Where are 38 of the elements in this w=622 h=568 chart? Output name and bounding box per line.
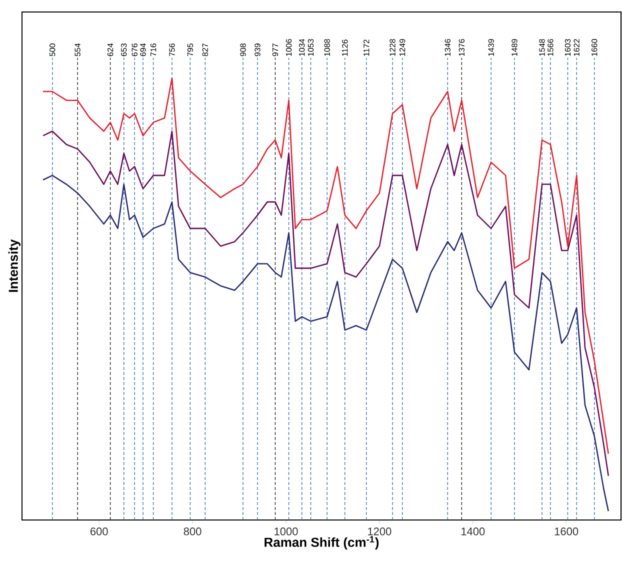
ref-line-label: 1249	[400, 39, 406, 56]
ref-line-label: 1439	[488, 39, 494, 56]
ref-line-label: 1566	[548, 39, 554, 56]
ref-line-label: 1172	[364, 40, 370, 56]
x-tick-label: 600	[90, 528, 108, 536]
ref-line-label: 1006	[286, 39, 292, 56]
ref-line-label: 1660	[592, 39, 598, 56]
ref-line-label: 908	[240, 44, 246, 56]
ref-line-label: 977	[272, 44, 278, 56]
x-tick-label: 1400	[461, 528, 485, 536]
ref-line-label: 1376	[458, 39, 465, 56]
ref-line-label: 554	[74, 43, 80, 56]
ref-line-label: 1489	[512, 39, 518, 56]
ref-line-label: 1053	[308, 39, 314, 56]
y-axis-title: Intensity	[8, 239, 20, 292]
ref-line-label: 694	[140, 43, 146, 56]
ref-line-label: 1346	[444, 39, 450, 56]
ref-line-label: 716	[150, 44, 156, 56]
ref-line-label: 676	[132, 44, 138, 56]
x-tick-label: 1600	[554, 528, 578, 536]
ref-line-label: 1603	[564, 39, 571, 56]
ref-line-label: 1548	[539, 39, 545, 56]
ref-line-label: 624	[107, 43, 114, 56]
x-axis-title: Raman Shift (cm$^{-1}$)	[264, 536, 379, 550]
ref-line-label: 1126	[342, 40, 348, 56]
x-tick-label: 800	[184, 528, 202, 536]
x-tick-label: 1200	[368, 528, 392, 536]
ref-line-label: 827	[202, 44, 208, 56]
ref-line-label: 939	[254, 44, 260, 56]
x-tick-label: 1000	[274, 528, 298, 536]
ref-line-label: 500	[50, 43, 56, 56]
ref-line-label: 1228	[390, 39, 396, 56]
ref-line-label: 795	[187, 44, 194, 56]
ref-line-label: 653	[121, 44, 127, 56]
ref-line-label: 1034	[299, 38, 305, 56]
ref-line-label: 1088	[324, 39, 330, 56]
ref-line-label: 756	[169, 44, 175, 56]
ref-line-label: 1622	[574, 39, 580, 56]
